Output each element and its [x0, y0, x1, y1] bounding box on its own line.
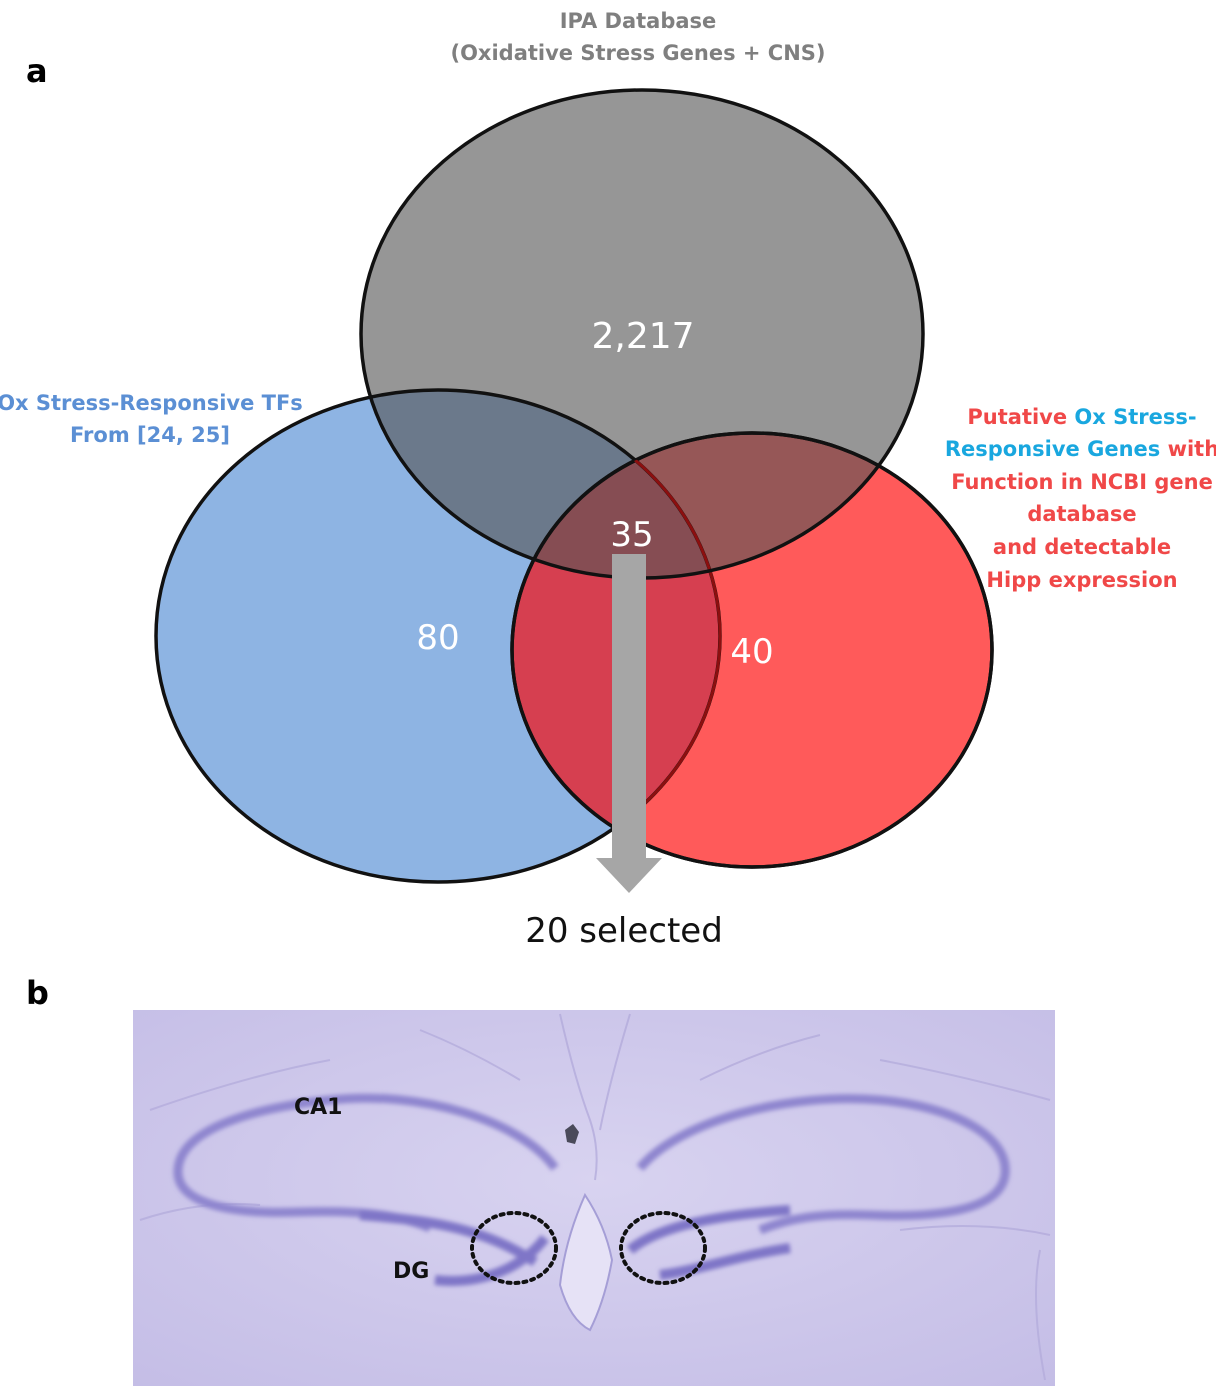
putative-outline-full: [510, 431, 994, 869]
putative-title-line2: Responsive Genes with: [945, 437, 1216, 461]
label-ca1: CA1: [294, 1095, 342, 1120]
ipa-title-line2: (Oxidative Stress Genes + CNS): [450, 41, 825, 65]
ca1-band-right: [636, 1094, 1010, 1235]
ipa-title-line1: IPA Database: [560, 9, 717, 33]
hippocampus-micrograph: [133, 1010, 1055, 1386]
roi-circle-right: [619, 1211, 707, 1285]
putative-title-part-putative: Putative: [967, 405, 1074, 429]
tf-inner-outline: [512, 433, 722, 867]
tf-title-line2: From [24, 25]: [70, 423, 230, 447]
dg-band-left: [359, 1210, 549, 1286]
label-dg: DG: [393, 1259, 429, 1284]
roi-circle-left: [470, 1211, 558, 1285]
putative-title-part-responsive: Responsive Genes: [945, 437, 1160, 461]
dg-band-right: [626, 1205, 791, 1280]
ipa-circle: [361, 90, 923, 578]
tissue-artifact: [565, 1124, 579, 1144]
tf-title-line1: Ox Stress-Responsive TFs: [0, 391, 303, 415]
putative-title-line6: Hipp expression: [986, 568, 1177, 592]
putative-title-line3: Function in NCBI gene: [951, 470, 1213, 494]
count-putative: 40: [730, 632, 773, 672]
count-ipa: 2,217: [591, 316, 694, 357]
ca1-band-left: [173, 1093, 559, 1233]
panel-a-letter: a: [26, 52, 48, 90]
putative-title-line5: and detectable: [993, 535, 1171, 559]
putative-title-part-ox: Ox Stress-: [1074, 405, 1196, 429]
count-center: 35: [610, 515, 653, 555]
putative-title-part-with: with: [1160, 437, 1216, 461]
selected-label: 20 selected: [525, 911, 723, 951]
panel-b-letter: b: [26, 974, 49, 1012]
count-tfs: 80: [416, 618, 459, 658]
putative-title-line4: database: [1027, 502, 1136, 526]
midline-ventricle: [558, 1192, 614, 1332]
putative-title-line1: Putative Ox Stress-: [967, 405, 1196, 429]
selection-arrow: [596, 554, 662, 893]
